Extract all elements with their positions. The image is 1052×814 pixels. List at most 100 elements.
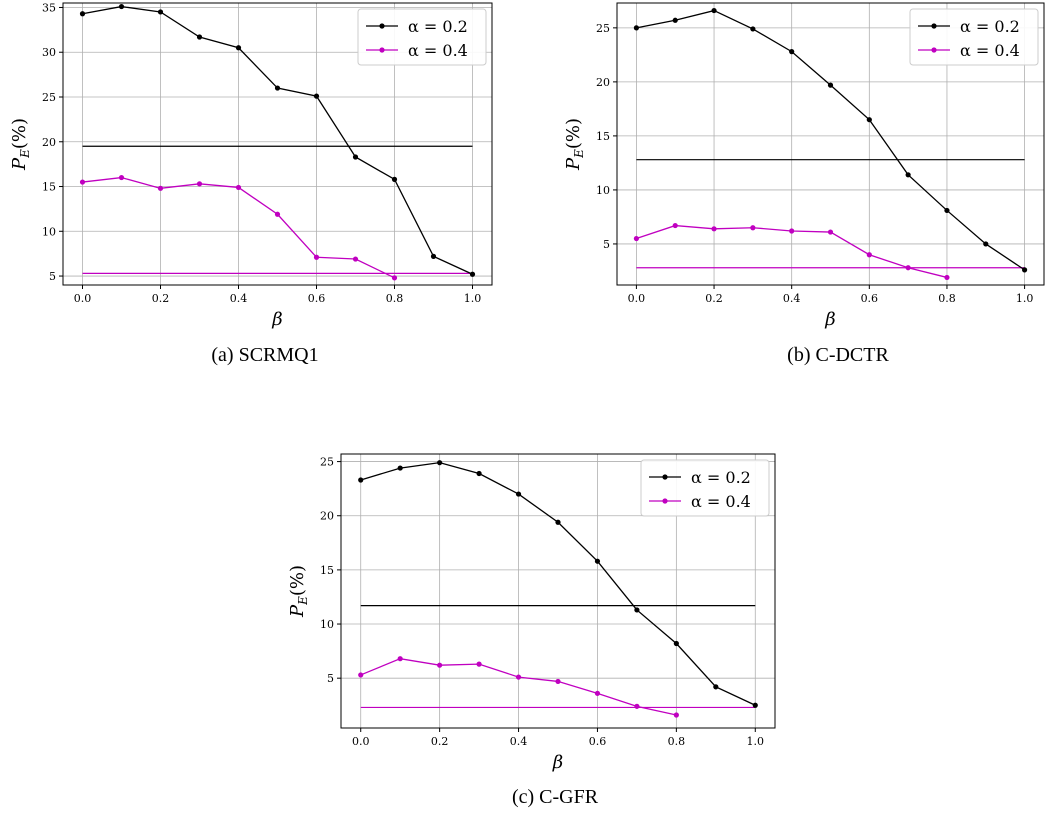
y-tick-label-b: 25 <box>596 22 610 35</box>
legend-a <box>357 8 487 66</box>
data-point-c-2 <box>634 703 640 709</box>
plot-frame-b <box>616 2 1045 286</box>
x-tick-label-c: 0.6 <box>589 735 607 748</box>
data-point-b-2 <box>944 274 950 281</box>
y-axis-label-b: PE(%) <box>563 118 586 171</box>
x-axis-label-b: β <box>824 309 835 330</box>
x-tick-label-b: 0.8 <box>938 292 956 305</box>
y-tick-label-b: 5 <box>603 238 610 251</box>
legend-marker-c-1 <box>662 474 668 480</box>
data-point-b-1 <box>1021 267 1028 273</box>
data-point-c-1 <box>437 460 443 466</box>
legend-c <box>640 459 770 517</box>
legend-marker-a-2 <box>379 47 385 53</box>
chart-panel-b: 0.0 0.2 0.4 0.6 0.8 1.0 5 10 15 20 25 β PE(%) α = 0.2… <box>552 0 1052 345</box>
y-tick-label-c: 20 <box>320 510 334 523</box>
y-axis-label-c: PE(%) <box>287 565 310 618</box>
data-point-a-1 <box>79 11 86 17</box>
x-tick-label-b: 0.6 <box>861 292 879 305</box>
data-point-a-2 <box>313 254 320 260</box>
y-tick-label-a: 10 <box>42 225 56 238</box>
x-tick-label-a: 0.4 <box>230 292 248 305</box>
y-tick-label-a: 35 <box>42 1 56 14</box>
caption-c: (c) C-GFR <box>511 786 599 808</box>
data-point-a-2 <box>352 256 359 262</box>
y-tick-label-b: 20 <box>596 76 610 89</box>
legend-b <box>909 8 1039 66</box>
caption-b: (b) C-DCTR <box>787 344 889 366</box>
data-point-c-2 <box>476 661 482 667</box>
x-tick-label-a: 0.8 <box>386 292 404 305</box>
data-point-c-1 <box>397 465 403 471</box>
data-point-c-1 <box>713 684 719 690</box>
data-point-c-1 <box>358 477 364 483</box>
y-tick-label-c: 5 <box>327 672 334 685</box>
legend-label-c-1: α = 0.2 <box>691 468 751 487</box>
x-tick-label-a: 1.0 <box>464 292 482 305</box>
data-point-b-2 <box>905 265 911 271</box>
data-point-a-2 <box>157 185 164 191</box>
data-point-a-1 <box>235 45 242 51</box>
data-point-b-1 <box>750 26 756 32</box>
data-point-c-1 <box>476 470 482 477</box>
data-point-b-2 <box>789 228 795 234</box>
data-point-a-1 <box>313 93 320 99</box>
plot-frame-a <box>62 2 493 286</box>
data-point-b-2 <box>672 222 678 229</box>
data-point-b-1 <box>944 207 950 214</box>
data-point-a-1 <box>430 253 437 259</box>
legend-marker-a-1 <box>379 23 385 29</box>
y-tick-label-c: 10 <box>320 618 334 631</box>
chart-panel-a: 0.0 0.2 0.4 0.6 0.8 1.0 5 10 15 20 25 30 35 β PE(%) α =… <box>0 0 500 345</box>
legend-label-a-1: α = 0.2 <box>408 17 468 36</box>
data-point-c-2 <box>358 672 364 678</box>
data-point-c-2 <box>397 656 403 662</box>
data-point-b-1 <box>711 7 717 14</box>
data-point-c-1 <box>634 607 640 613</box>
y-tick-label-a: 15 <box>42 181 56 194</box>
y-tick-label-a: 25 <box>42 91 56 104</box>
y-tick-label-a: 30 <box>42 46 56 59</box>
data-point-b-2 <box>827 229 834 235</box>
legend-marker-b-2 <box>931 47 937 53</box>
data-point-c-1 <box>555 519 561 525</box>
data-point-a-1 <box>391 176 398 182</box>
data-point-b-1 <box>866 117 872 123</box>
data-point-b-2 <box>750 225 756 231</box>
data-point-b-1 <box>789 49 795 55</box>
data-point-a-2 <box>79 179 86 185</box>
legend-label-a-2: α = 0.4 <box>408 41 468 60</box>
data-point-a-1 <box>469 271 476 277</box>
y-tick-label-a: 5 <box>49 270 56 283</box>
data-point-c-2 <box>437 662 443 668</box>
y-tick-label-b: 10 <box>596 184 610 197</box>
legend-label-c-2: α = 0.4 <box>691 492 751 511</box>
plot-frame-c <box>340 453 776 729</box>
x-tick-label-b: 0.4 <box>783 292 801 305</box>
data-point-a-1 <box>118 3 125 10</box>
data-point-c-2 <box>673 712 679 718</box>
data-point-a-1 <box>157 9 164 15</box>
legend-marker-b-1 <box>931 23 937 29</box>
x-tick-label-a: 0.6 <box>308 292 326 305</box>
x-tick-label-b: 1.0 <box>1016 292 1034 305</box>
data-point-c-1 <box>515 491 522 497</box>
caption-a: (a) SCRMQ1 <box>211 344 319 366</box>
data-point-c-1 <box>752 702 758 708</box>
x-tick-label-c: 0.0 <box>352 735 370 748</box>
y-tick-label-a: 20 <box>42 136 56 149</box>
x-tick-label-c: 0.8 <box>668 735 686 748</box>
x-tick-label-c: 1.0 <box>747 735 765 748</box>
y-axis-label-a: PE(%) <box>9 118 32 171</box>
data-point-a-1 <box>196 34 203 40</box>
data-point-c-1 <box>673 640 679 647</box>
data-point-c-2 <box>515 674 522 680</box>
x-tick-label-a: 0.2 <box>152 292 170 305</box>
x-tick-label-c: 0.4 <box>510 735 527 748</box>
data-point-a-2 <box>235 184 242 191</box>
data-point-b-2 <box>711 226 717 232</box>
data-point-c-2 <box>555 678 561 685</box>
data-point-b-1 <box>983 241 989 247</box>
y-tick-label-b: 15 <box>596 130 610 143</box>
y-tick-label-c: 15 <box>320 564 334 577</box>
